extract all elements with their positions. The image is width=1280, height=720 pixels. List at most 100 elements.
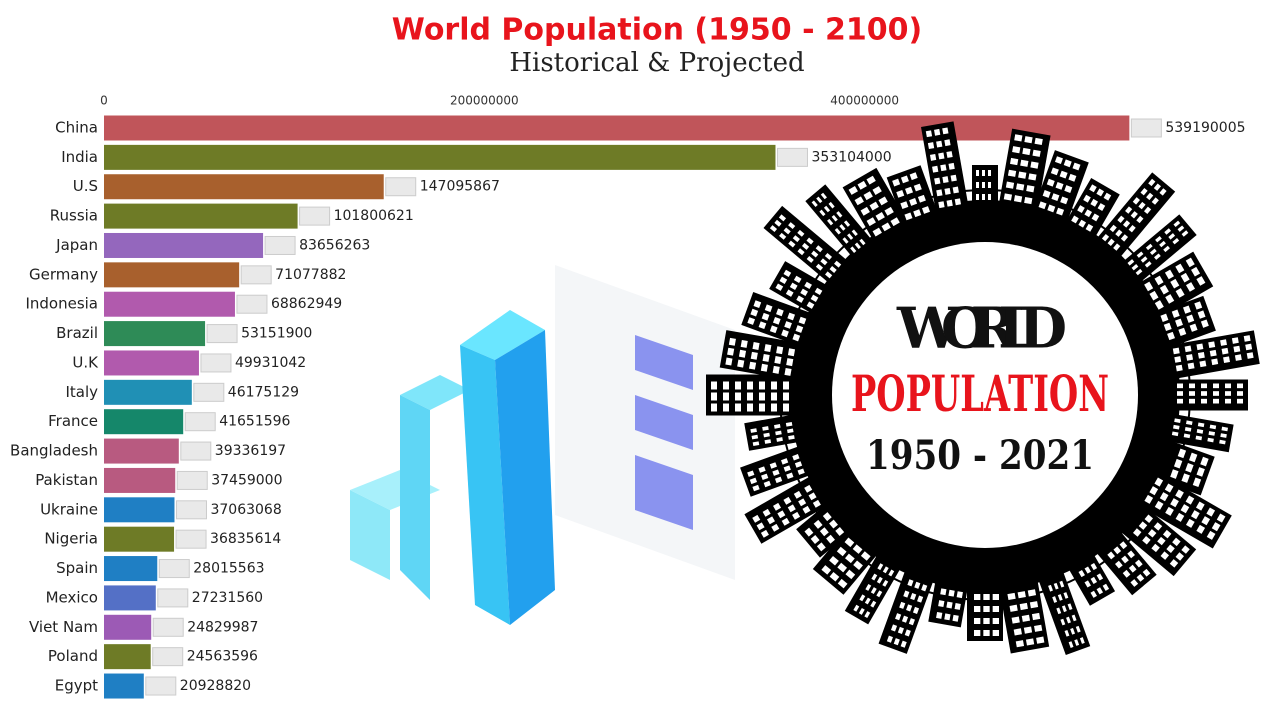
window xyxy=(822,512,832,522)
window xyxy=(974,594,981,600)
window xyxy=(797,248,805,256)
building xyxy=(796,499,856,558)
window xyxy=(760,529,769,538)
value-label: 353104000 xyxy=(811,149,891,165)
window xyxy=(1144,206,1152,214)
window xyxy=(1196,429,1204,434)
flag xyxy=(206,324,238,344)
window xyxy=(784,367,792,376)
window xyxy=(1015,640,1025,648)
window xyxy=(946,601,953,609)
window xyxy=(1185,463,1194,473)
window xyxy=(944,187,951,195)
flag xyxy=(176,470,208,490)
window xyxy=(1189,452,1198,463)
window xyxy=(857,180,867,190)
window xyxy=(1028,173,1037,181)
window xyxy=(1022,147,1031,156)
y-tick-label: Japan xyxy=(55,236,98,254)
window xyxy=(735,381,741,390)
window xyxy=(1147,529,1157,538)
flag xyxy=(299,206,331,226)
window xyxy=(825,271,833,279)
window xyxy=(988,182,991,188)
window xyxy=(876,576,883,584)
window xyxy=(828,201,835,209)
window xyxy=(1026,185,1035,193)
window xyxy=(783,227,791,235)
window xyxy=(1009,604,1018,612)
building xyxy=(878,563,936,654)
window xyxy=(882,579,889,587)
window xyxy=(1170,278,1180,289)
window xyxy=(829,571,840,582)
value-label: 39336197 xyxy=(215,443,286,459)
window xyxy=(974,630,981,636)
window xyxy=(946,151,953,158)
window xyxy=(1144,514,1154,523)
window xyxy=(1186,420,1193,426)
block xyxy=(350,490,390,580)
window xyxy=(992,630,999,636)
window xyxy=(1185,518,1195,528)
window xyxy=(1077,205,1085,214)
window xyxy=(1196,343,1204,351)
window xyxy=(783,465,791,472)
value-label: 49931042 xyxy=(235,355,306,371)
window xyxy=(1189,398,1195,404)
chart-subtitle: Historical & Projected xyxy=(509,48,804,78)
window xyxy=(749,477,758,485)
window xyxy=(1175,552,1184,561)
y-tick-label: Germany xyxy=(29,265,98,283)
window xyxy=(1175,288,1185,298)
bar xyxy=(104,321,206,347)
window xyxy=(893,638,900,646)
window xyxy=(774,476,783,484)
window xyxy=(1237,391,1243,396)
window xyxy=(811,200,818,207)
window xyxy=(859,594,866,602)
window xyxy=(952,186,959,194)
window xyxy=(1132,528,1142,537)
building xyxy=(1031,150,1089,228)
window xyxy=(954,198,962,206)
window xyxy=(823,205,831,213)
window xyxy=(819,209,826,217)
flag xyxy=(193,382,225,402)
window xyxy=(1168,233,1176,240)
window xyxy=(811,250,819,258)
window xyxy=(1085,223,1094,232)
building xyxy=(1170,379,1248,411)
y-tick-label: Pakistan xyxy=(35,471,98,489)
window xyxy=(777,510,786,519)
window xyxy=(827,218,834,226)
flag xyxy=(157,588,189,608)
window xyxy=(1051,193,1060,202)
window xyxy=(1140,256,1148,263)
window xyxy=(942,176,949,184)
window xyxy=(983,618,990,624)
window xyxy=(845,569,856,580)
window xyxy=(1153,522,1163,531)
window xyxy=(1201,383,1207,389)
building xyxy=(1164,413,1234,453)
bar xyxy=(104,291,235,317)
window xyxy=(750,308,759,317)
window xyxy=(1091,213,1100,222)
building xyxy=(744,472,834,544)
building xyxy=(744,413,806,451)
building xyxy=(997,128,1051,217)
window xyxy=(1175,318,1183,327)
window xyxy=(1128,224,1136,233)
building xyxy=(741,292,818,349)
window xyxy=(1097,203,1106,211)
window xyxy=(1220,433,1227,438)
building xyxy=(928,574,970,628)
building xyxy=(844,548,905,625)
window xyxy=(769,225,778,233)
window xyxy=(753,300,762,309)
window xyxy=(1021,614,1031,622)
window xyxy=(1090,590,1097,598)
value-label: 41651596 xyxy=(219,414,290,430)
value-label: 71077882 xyxy=(275,267,346,283)
